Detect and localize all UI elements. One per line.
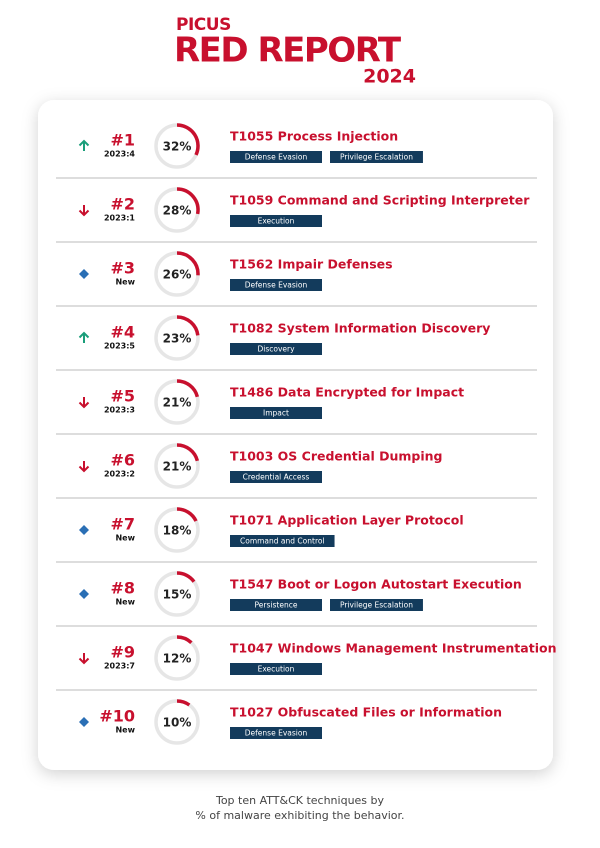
previous-rank: 2023:5 <box>104 342 135 351</box>
percent-arc <box>176 699 191 707</box>
tactic-label: Defense Evasion <box>245 281 308 290</box>
tactic-label: Defense Evasion <box>245 153 308 162</box>
technique: T1547 Boot or Logon Autostart Execution <box>230 577 522 592</box>
percent-arc <box>176 315 200 336</box>
tactic-label: Privilege Escalation <box>340 153 413 162</box>
technique: T1082 System Information Discovery <box>230 321 490 336</box>
tactic-tag <box>230 535 335 547</box>
rank: #8 <box>110 579 135 598</box>
tactic-label: Execution <box>258 217 295 226</box>
trend-up-icon <box>78 331 90 343</box>
report-title: RED REPORT <box>174 31 402 71</box>
percent-label: 23% <box>163 332 192 346</box>
technique: T1486 Data Encrypted for Impact <box>230 385 464 400</box>
trend-new-icon <box>79 269 89 279</box>
percent-arc <box>176 571 196 583</box>
rank: #6 <box>110 451 135 470</box>
trend-new-icon <box>79 717 89 727</box>
technique: T1047 Windows Management Instrumentation <box>230 641 556 656</box>
previous-rank: 2023:1 <box>104 214 135 223</box>
tactic-tag <box>230 151 322 163</box>
trend-down-icon <box>78 397 90 409</box>
rank: #3 <box>110 259 135 278</box>
tactic-tag <box>230 343 322 355</box>
tactic-label: Persistence <box>255 601 298 610</box>
trend-up-icon <box>78 139 90 151</box>
tactic-label: Impact <box>263 409 289 418</box>
previous-rank: 2023:3 <box>104 406 135 415</box>
rank: #1 <box>110 131 135 150</box>
percent-arc <box>176 187 200 215</box>
trend-down-icon <box>78 461 90 473</box>
tactic-tag <box>230 599 322 611</box>
tactic-label: Privilege Escalation <box>340 601 413 610</box>
trend-down-icon <box>78 205 90 217</box>
tactic-tag <box>330 599 423 611</box>
previous-rank: 2023:7 <box>104 662 135 671</box>
percent-label: 18% <box>163 524 192 538</box>
technique: T1059 Command and Scripting Interpreter <box>230 193 530 208</box>
previous-rank: 2023:4 <box>104 150 135 159</box>
tactic-label: Defense Evasion <box>245 729 308 738</box>
percent-label: 26% <box>163 268 192 282</box>
card <box>38 100 553 770</box>
percent-arc <box>176 443 200 462</box>
tactic-tag <box>230 215 322 227</box>
percent-label: 21% <box>163 396 192 410</box>
percent-label: 28% <box>163 204 192 218</box>
percent-label: 15% <box>163 588 192 602</box>
percent-label: 12% <box>163 652 192 666</box>
previous-rank: 2023:2 <box>104 470 135 479</box>
tactic-tag <box>230 471 322 483</box>
trend-new-icon <box>79 525 89 535</box>
tactic-label: Discovery <box>257 345 295 354</box>
tactic-tag <box>230 727 322 739</box>
percent-label: 10% <box>163 716 192 730</box>
percent-arc <box>176 507 198 522</box>
rank: #2 <box>110 195 135 214</box>
tactic-tag <box>230 407 322 419</box>
tactic-label: Execution <box>258 665 295 674</box>
percent-label: 32% <box>163 140 192 154</box>
rank: #5 <box>110 387 135 406</box>
technique: T1055 Process Injection <box>230 129 398 144</box>
tactic-label: Credential Access <box>243 473 310 482</box>
footer-line: Top ten ATT&CK techniques by <box>215 794 385 807</box>
previous-rank: New <box>115 598 135 607</box>
technique: T1562 Impair Defenses <box>230 257 393 272</box>
rank: #9 <box>110 643 135 662</box>
footer-line: % of malware exhibiting the behavior. <box>195 809 404 822</box>
technique: T1003 OS Credential Dumping <box>230 449 443 464</box>
rank: #10 <box>99 707 135 726</box>
rank: #4 <box>110 323 135 342</box>
previous-rank: New <box>115 278 135 287</box>
technique: T1027 Obfuscated Files or Information <box>230 705 502 720</box>
trend-down-icon <box>78 653 90 665</box>
logo: PICUS <box>176 15 231 35</box>
percent-arc <box>176 379 200 398</box>
trend-new-icon <box>79 589 89 599</box>
report-year: 2024 <box>363 66 416 88</box>
percent-arc <box>176 251 200 276</box>
percent-arc <box>176 123 200 156</box>
rank: #7 <box>110 515 135 534</box>
percent-label: 21% <box>163 460 192 474</box>
tactic-label: Command and Control <box>240 537 325 546</box>
technique: T1071 Application Layer Protocol <box>230 513 464 528</box>
percent-arc <box>176 635 193 645</box>
previous-rank: New <box>115 726 135 735</box>
tactic-tag <box>330 151 423 163</box>
tactic-tag <box>230 279 322 291</box>
tactic-tag <box>230 663 322 675</box>
previous-rank: New <box>115 534 135 543</box>
